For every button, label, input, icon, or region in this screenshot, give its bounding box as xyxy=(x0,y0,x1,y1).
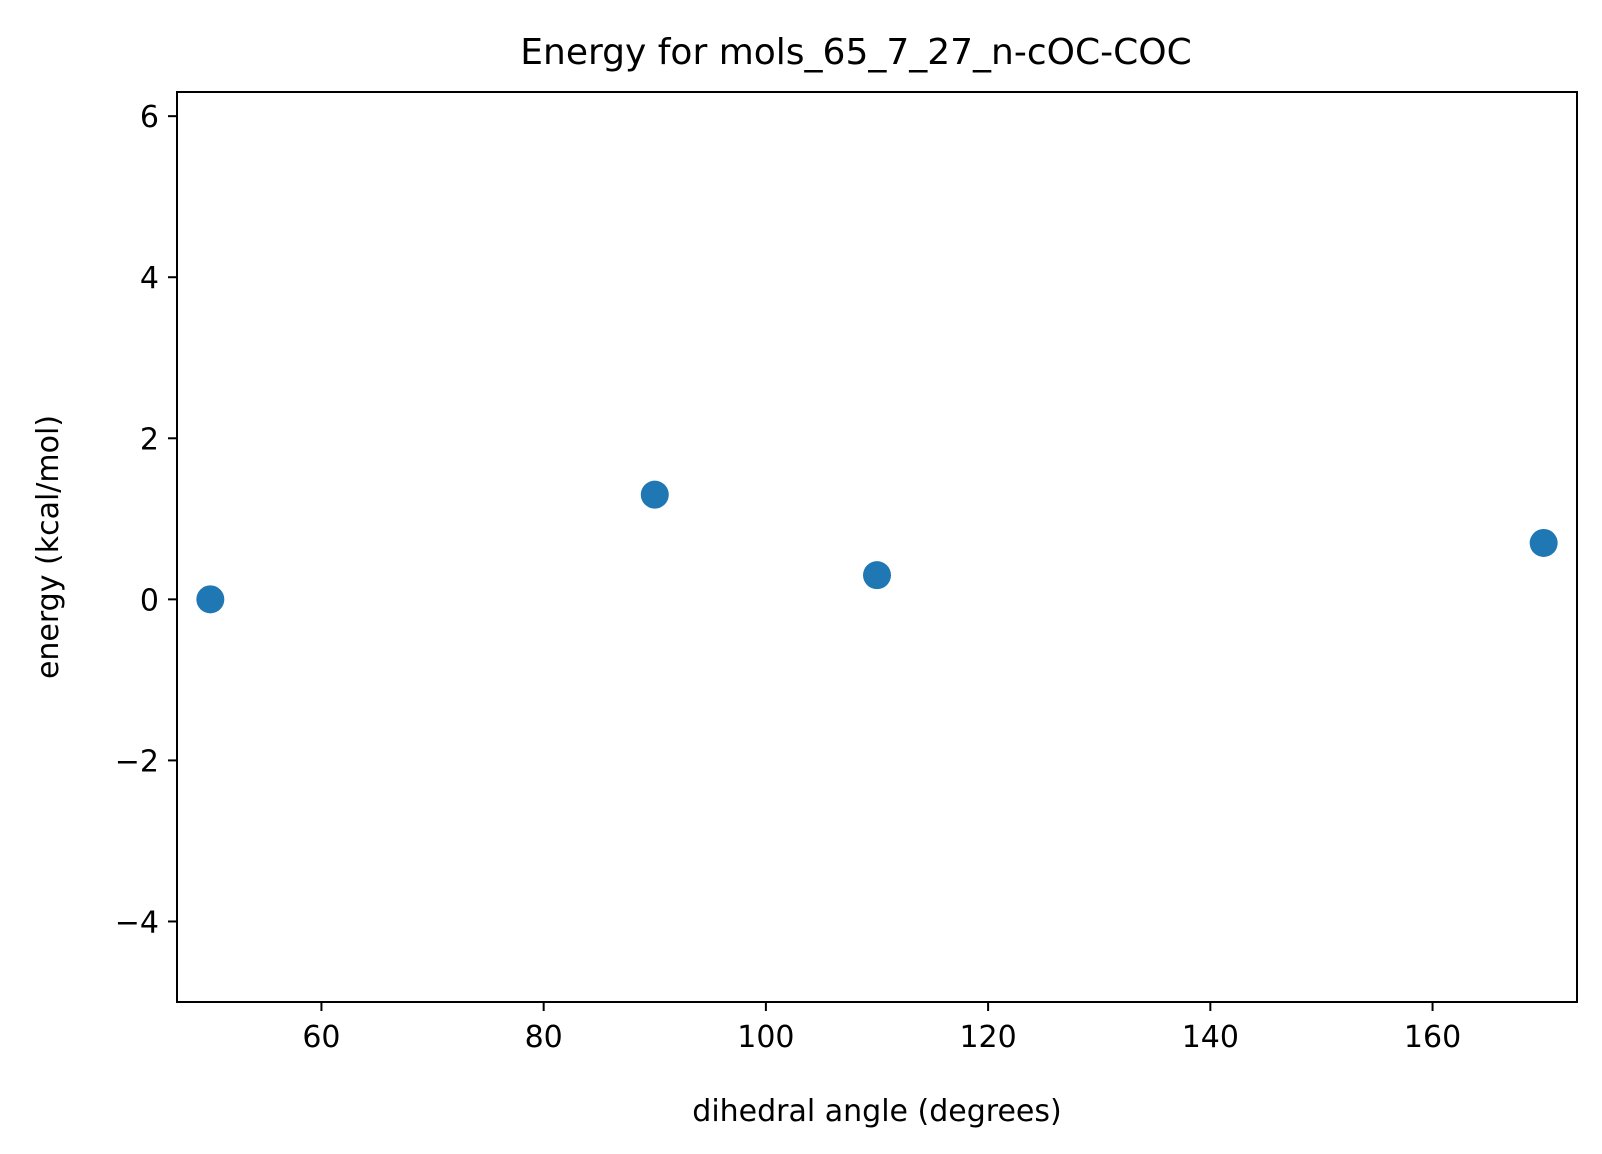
x-tick-label: 160 xyxy=(1404,1020,1461,1055)
y-tick-label: 4 xyxy=(140,261,159,296)
y-tick-label: 0 xyxy=(140,583,159,618)
data-points xyxy=(196,480,1558,614)
y-tick-label: 2 xyxy=(140,422,159,457)
y-tick-label: −2 xyxy=(115,744,159,779)
data-point xyxy=(640,480,669,509)
x-tick-label: 60 xyxy=(302,1020,340,1055)
data-point xyxy=(1529,528,1558,557)
data-point xyxy=(863,561,891,590)
chart-title: Energy for mols_65_7_27_n-cOC-COC xyxy=(520,32,1191,73)
y-axis-title: energy (kcal/mol) xyxy=(31,415,66,679)
x-tick-label: 80 xyxy=(525,1020,563,1055)
y-axis: −4 −2 0 2 4 6 xyxy=(115,100,177,940)
y-tick-label: 6 xyxy=(140,100,159,135)
y-tick-label: −4 xyxy=(115,905,159,940)
x-tick-label: 120 xyxy=(959,1020,1016,1055)
x-tick-label: 140 xyxy=(1182,1020,1239,1055)
data-point xyxy=(196,585,225,614)
plot-area xyxy=(176,91,1578,1003)
x-tick-label: 100 xyxy=(737,1020,794,1055)
x-axis: 60 80 100 120 140 160 xyxy=(302,1002,1461,1055)
x-axis-title: dihedral angle (degrees) xyxy=(692,1094,1061,1129)
